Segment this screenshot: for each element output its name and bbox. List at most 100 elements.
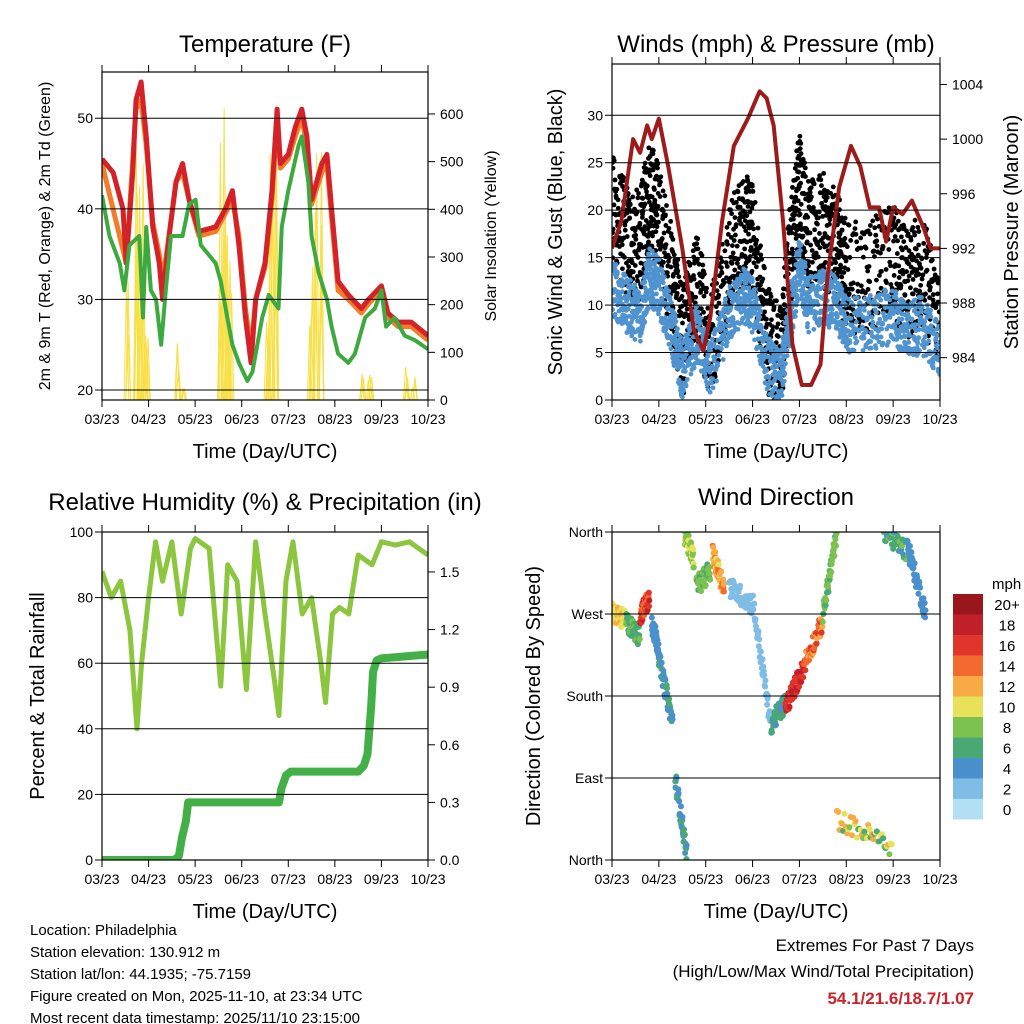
- data-point: [632, 337, 638, 342]
- data-point: [919, 295, 924, 300]
- data-point: [734, 243, 740, 249]
- y-tick-label: 10: [587, 297, 603, 313]
- data-point: [879, 268, 884, 274]
- x-tick-label: 08/23: [829, 871, 864, 887]
- data-point: [917, 288, 923, 294]
- data-point: [732, 267, 738, 273]
- data-point: [764, 316, 769, 322]
- data-point: [781, 365, 786, 371]
- y-tick-label: 100: [70, 524, 94, 540]
- data-point: [922, 334, 928, 340]
- data-point: [715, 363, 721, 368]
- y-tick-label: 0: [85, 852, 93, 868]
- data-point: [873, 345, 879, 351]
- data-point: [646, 145, 652, 151]
- data-point: [750, 606, 757, 613]
- data-point: [660, 208, 666, 214]
- data-point: [698, 315, 703, 321]
- data-point: [916, 335, 922, 341]
- data-point: [729, 243, 735, 249]
- data-point: [807, 190, 813, 195]
- data-point: [750, 279, 755, 285]
- data-point: [715, 561, 722, 568]
- colorbar-label: 14: [999, 659, 1016, 676]
- data-point: [905, 543, 912, 550]
- data-point: [655, 641, 662, 648]
- data-point: [701, 271, 707, 277]
- data-point: [934, 318, 939, 324]
- data-point: [646, 254, 652, 260]
- data-point: [915, 224, 921, 230]
- data-point: [746, 285, 752, 291]
- data-point: [663, 212, 668, 218]
- data-point: [629, 333, 635, 339]
- data-point: [922, 607, 929, 614]
- data-point: [811, 181, 817, 187]
- data-point: [893, 291, 899, 297]
- y2-tick-label: 0.6: [440, 737, 460, 753]
- data-point: [724, 264, 730, 269]
- data-point: [898, 543, 905, 550]
- data-point: [626, 289, 632, 295]
- data-point: [768, 729, 775, 736]
- x-axis-label: Time (Day/UTC): [704, 441, 849, 463]
- data-point: [791, 693, 798, 700]
- data-point: [922, 297, 928, 303]
- data-point: [883, 288, 889, 294]
- data-point: [754, 248, 760, 254]
- data-point: [928, 307, 934, 313]
- data-point: [742, 246, 748, 252]
- data-point: [811, 205, 816, 210]
- data-point: [885, 293, 891, 299]
- data-point: [638, 284, 644, 290]
- data-point: [930, 365, 936, 371]
- x-tick-label: 09/23: [876, 871, 911, 887]
- y-tick-label: 60: [77, 655, 93, 671]
- y2-tick-label: 1.5: [440, 564, 460, 580]
- data-point: [644, 183, 650, 189]
- series-wind-direction: [612, 532, 929, 860]
- y-tick-label: 40: [77, 201, 93, 217]
- y2-tick-label: 1004: [952, 76, 983, 92]
- data-point: [612, 177, 618, 183]
- x-tick-label: 05/23: [688, 411, 723, 427]
- data-point: [784, 348, 790, 354]
- x-tick-label: 06/23: [735, 871, 770, 887]
- data-point: [782, 371, 788, 376]
- insolation-spike: [125, 306, 132, 400]
- data-point: [674, 290, 680, 296]
- data-point: [697, 321, 703, 326]
- data-point: [655, 165, 660, 171]
- data-point: [724, 224, 730, 230]
- data-point: [880, 321, 886, 327]
- data-point: [896, 263, 902, 269]
- data-point: [935, 332, 940, 338]
- data-point: [853, 231, 859, 237]
- x-tick-label: 09/23: [364, 411, 399, 427]
- data-point: [722, 248, 728, 254]
- data-point: [752, 286, 758, 292]
- data-point: [624, 210, 630, 216]
- data-point: [868, 339, 874, 344]
- data-point: [825, 588, 832, 595]
- data-point: [650, 148, 656, 153]
- data-point: [792, 314, 798, 319]
- data-point: [927, 295, 932, 301]
- data-point: [901, 239, 907, 245]
- data-point: [683, 856, 690, 860]
- data-point: [917, 584, 924, 591]
- data-point: [764, 368, 770, 373]
- data-point: [875, 333, 880, 339]
- data-point: [716, 292, 722, 298]
- data-point: [863, 245, 869, 251]
- data-point: [716, 300, 722, 306]
- data-point: [670, 237, 676, 242]
- x-tick-label: 10/23: [922, 411, 957, 427]
- y2-tick-label: 996: [952, 186, 976, 202]
- data-point: [761, 672, 768, 679]
- data-point: [865, 287, 871, 292]
- data-point: [656, 219, 661, 225]
- data-point: [834, 313, 840, 319]
- data-point: [827, 217, 833, 223]
- data-point: [887, 259, 893, 265]
